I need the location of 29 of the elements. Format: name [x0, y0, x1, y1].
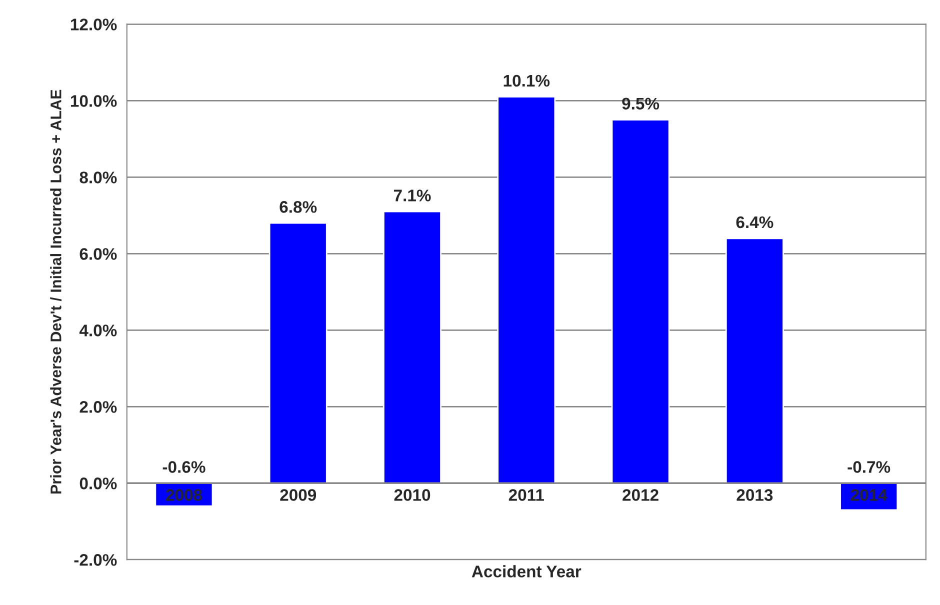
x-tick-label: 2009 [280, 489, 316, 501]
x-tick-label: 2010 [394, 489, 430, 501]
y-tick-label: 0.0% [80, 478, 117, 490]
bar [268, 222, 328, 484]
x-tick-label: 2014 [850, 489, 888, 501]
x-tick-label: 2012 [622, 489, 658, 501]
data-label: 10.1% [504, 74, 550, 87]
x-tick-label: 2008 [166, 489, 202, 501]
x-tick-label: 2011 [508, 489, 544, 501]
bar [383, 210, 442, 484]
y-tick-label: 8.0% [80, 172, 117, 184]
y-tick-label: 4.0% [79, 324, 117, 336]
data-label: 9.5% [622, 98, 660, 110]
data-label: 7.1% [394, 190, 431, 202]
y-tick-label: 2.0% [80, 401, 117, 413]
data-label: -0.6% [162, 461, 206, 473]
data-label: 6.8% [280, 201, 317, 213]
x-axis-title: Accident Year [472, 565, 582, 578]
y-tick-label: -2.0% [74, 554, 117, 566]
x-tick-label: 2013 [736, 489, 773, 501]
data-label: -0.7% [848, 461, 890, 473]
y-tick-label: 12.0% [70, 18, 117, 30]
bar [611, 119, 670, 484]
y-tick-label: 10.0% [70, 95, 117, 107]
y-tick-label: 6.0% [80, 248, 117, 260]
bar [497, 96, 556, 484]
y-axis-title: Prior Year's Adverse Dev't / Initial Incurred Loss + ALAE [50, 90, 62, 494]
data-label: 6.4% [736, 216, 774, 228]
bar [725, 238, 784, 484]
